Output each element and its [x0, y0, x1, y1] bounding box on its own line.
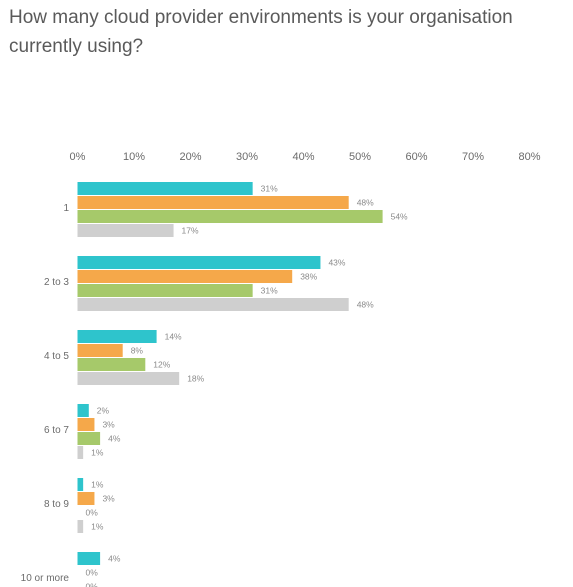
bar — [77, 446, 84, 459]
bar — [77, 432, 101, 445]
bar — [77, 270, 293, 283]
bar — [77, 256, 321, 269]
bar — [77, 358, 146, 371]
bar — [77, 196, 349, 209]
bar-value-label: 4% — [108, 554, 121, 564]
bar-value-label: 12% — [153, 360, 170, 370]
x-tick-label: 10% — [123, 151, 145, 163]
bar-value-label: 17% — [182, 226, 199, 236]
bar-value-label: 1% — [91, 522, 104, 532]
category-label: 10 or more — [21, 573, 70, 584]
bar — [77, 224, 174, 237]
category-label: 2 to 3 — [44, 277, 69, 288]
x-tick-label: 0% — [70, 151, 86, 163]
bar-value-label: 54% — [391, 212, 408, 222]
x-tick-label: 60% — [405, 151, 427, 163]
bar-value-label: 0% — [86, 508, 99, 518]
bar — [77, 552, 101, 565]
bar-value-label: 4% — [108, 434, 121, 444]
x-tick-label: 20% — [179, 151, 201, 163]
chart-title: How many cloud provider environments is … — [9, 7, 513, 57]
bar — [77, 478, 84, 491]
x-tick-label: 70% — [462, 151, 484, 163]
x-tick-label: 80% — [518, 151, 540, 163]
category-label: 4 to 5 — [44, 351, 69, 362]
bar — [77, 182, 253, 195]
bar — [77, 520, 84, 533]
bar — [77, 210, 383, 223]
bar-value-label: 48% — [357, 198, 374, 208]
bar-value-label: 31% — [261, 184, 278, 194]
category-label: 8 to 9 — [44, 499, 69, 510]
bar-value-label: 2% — [97, 406, 110, 416]
bar — [77, 492, 95, 505]
category-label: 1 — [63, 203, 69, 214]
bar-value-label: 43% — [328, 258, 345, 268]
bar — [77, 418, 95, 431]
bar — [77, 404, 89, 417]
bar — [77, 298, 349, 311]
bar-value-label: 48% — [357, 300, 374, 310]
bar — [77, 372, 180, 385]
x-tick-label: 30% — [236, 151, 258, 163]
bar-value-label: 0% — [86, 568, 99, 578]
bar-value-label: 38% — [300, 272, 317, 282]
bar — [77, 284, 253, 297]
bar-value-label: 1% — [91, 448, 104, 458]
bar-value-label: 3% — [102, 420, 115, 430]
bar-value-label: 18% — [187, 374, 204, 384]
bar-value-label: 14% — [165, 332, 182, 342]
bar — [77, 344, 123, 357]
bar-value-label: 31% — [261, 286, 278, 296]
bar-value-label: 1% — [91, 480, 104, 490]
bar-value-label: 0% — [86, 582, 99, 587]
bar-value-label: 3% — [102, 494, 115, 504]
bar-value-label: 8% — [131, 346, 144, 356]
x-tick-label: 50% — [349, 151, 371, 163]
x-tick-label: 40% — [292, 151, 314, 163]
bar — [77, 330, 157, 343]
category-label: 6 to 7 — [44, 425, 69, 436]
